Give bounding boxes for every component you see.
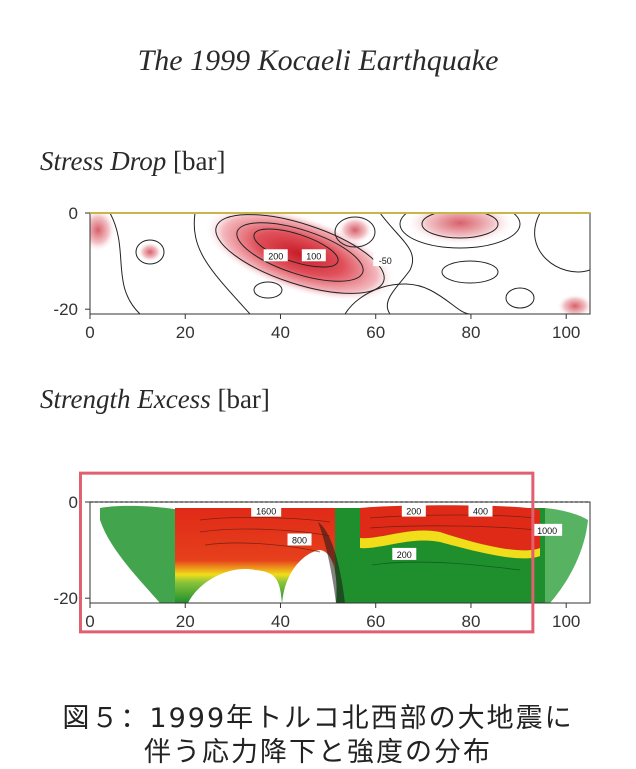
highlight-box bbox=[78, 471, 535, 634]
contour-label: 200 bbox=[406, 507, 421, 517]
x-tick-label: 80 bbox=[461, 323, 480, 342]
strength-excess-title-unit: [bar] bbox=[217, 384, 270, 414]
strength-excess-yellow-band bbox=[360, 530, 540, 559]
strength-excess-contour-labels: 1600 800 200 400 200 1000 bbox=[251, 504, 563, 560]
strength-excess-axes: 0 20 40 60 80 1000-20 bbox=[53, 493, 580, 631]
stress-drop-chart: 200 100 -50 0 20 40 60 80 100 0 -20 bbox=[53, 204, 591, 342]
figure-title: The 1999 Kocaeli Earthquake bbox=[137, 44, 499, 77]
y-tick-label: -20 bbox=[53, 589, 78, 608]
y-tick-label: 0 bbox=[69, 493, 78, 512]
contour-label: -50 bbox=[379, 256, 392, 266]
strength-excess-dark-band bbox=[318, 522, 345, 603]
stress-drop-title-main: Stress Drop bbox=[40, 146, 167, 176]
stress-drop-peak-east bbox=[405, 213, 515, 245]
y-tick-label: 0 bbox=[69, 204, 78, 223]
contour-label-bg bbox=[287, 533, 312, 546]
strength-excess-plot-area: 1600 800 200 400 200 1000 bbox=[100, 504, 588, 603]
contour-label-bg bbox=[301, 249, 326, 262]
strength-excess-green-west bbox=[100, 505, 180, 603]
contour-label: 100 bbox=[306, 251, 321, 261]
x-tick-label: 20 bbox=[176, 323, 195, 342]
x-tick-label: 20 bbox=[176, 612, 195, 631]
x-tick-label: 80 bbox=[461, 612, 480, 631]
stress-drop-axes: 0 20 40 60 80 100 0 -20 bbox=[53, 204, 580, 342]
x-tick-label: 60 bbox=[366, 323, 385, 342]
contour-label-bg bbox=[263, 249, 288, 262]
stress-drop-peak-center bbox=[204, 213, 396, 302]
stress-drop-title-unit: [bar] bbox=[173, 146, 226, 176]
stress-drop-contours bbox=[109, 213, 590, 314]
x-tick-label: 0 bbox=[85, 612, 94, 631]
stress-drop-peak-small bbox=[138, 242, 162, 262]
contour-label-bg bbox=[468, 504, 493, 517]
y-tick-label: -20 bbox=[53, 300, 78, 319]
contour-label-bg bbox=[532, 523, 563, 536]
contour-label: 1000 bbox=[537, 526, 557, 536]
contour-label-bg bbox=[251, 504, 282, 517]
contour-label-bg bbox=[392, 547, 417, 560]
stress-drop-title: Stress Drop [bar] bbox=[40, 146, 225, 177]
contour-label-bg bbox=[373, 254, 398, 267]
stress-drop-peak-west bbox=[90, 213, 116, 252]
x-tick-label: 100 bbox=[552, 612, 580, 631]
strength-excess-title: Strength Excess [bar] bbox=[40, 384, 270, 415]
x-tick-label: 0 bbox=[85, 323, 94, 342]
contour-label: 200 bbox=[397, 550, 412, 560]
contour-label: 1600 bbox=[256, 507, 276, 517]
caption-line-1: 図５：1999年トルコ北西部の大地震に bbox=[62, 703, 574, 734]
strength-excess-contours bbox=[199, 514, 536, 571]
strength-excess-title-main: Strength Excess bbox=[40, 384, 211, 414]
x-tick-label: 40 bbox=[271, 612, 290, 631]
strength-excess-void-2 bbox=[282, 550, 337, 603]
strength-excess-void-1 bbox=[188, 569, 282, 603]
caption-line-2: 伴う応力降下と強度の分布 bbox=[144, 737, 492, 768]
contour-label: 800 bbox=[292, 535, 307, 545]
contour-label: 200 bbox=[268, 251, 283, 261]
stress-drop-plot-area: 200 100 -50 bbox=[90, 213, 590, 314]
contour-label-bg bbox=[401, 504, 426, 517]
x-tick-label: 60 bbox=[366, 612, 385, 631]
stress-drop-peak-mid bbox=[337, 216, 373, 244]
stress-drop-peak-se bbox=[557, 294, 590, 314]
x-tick-label: 40 bbox=[271, 323, 290, 342]
strength-excess-green-edge bbox=[545, 508, 588, 603]
x-tick-label: 100 bbox=[552, 323, 580, 342]
contour-label: 400 bbox=[473, 507, 488, 517]
stress-drop-contour-labels: 200 100 -50 bbox=[263, 249, 398, 267]
